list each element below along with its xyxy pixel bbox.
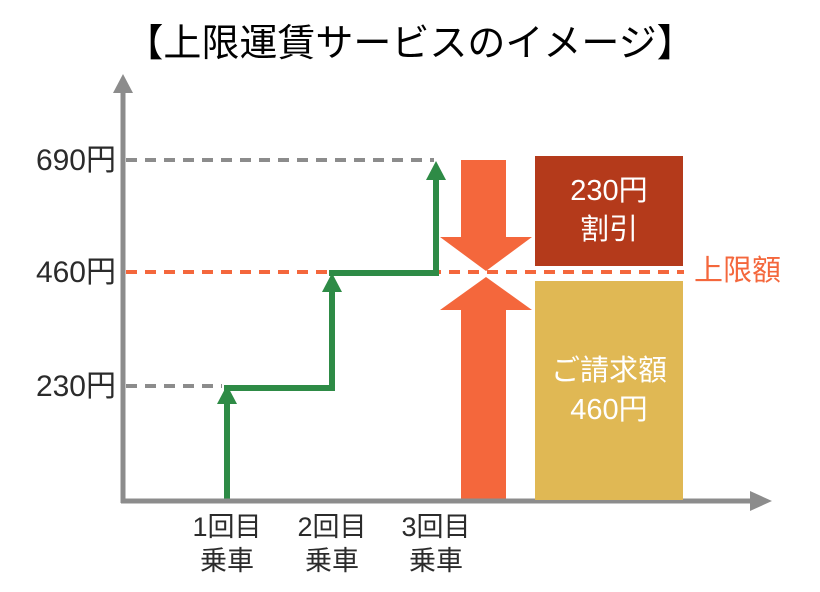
discount-box: 230円 割引 [535, 156, 683, 266]
fare-step-arrowhead-1-icon [217, 385, 237, 404]
fare-step-arrowhead-2-icon [322, 273, 342, 292]
y-tick-230: 230円 [35, 370, 116, 403]
x-tick-ride-2-line1: 2回目 [297, 512, 367, 542]
y-axis-arrowhead-icon [113, 74, 133, 93]
x-tick-ride-2: 2回目 乗車 [272, 510, 392, 578]
billing-box: ご請求額 460円 [535, 281, 683, 500]
x-tick-ride-1-line1: 1回目 [192, 512, 262, 542]
page-title: 【上限運賃サービスのイメージ】 [125, 23, 695, 65]
x-tick-ride-2-line2: 乗車 [305, 546, 359, 576]
y-tick-460: 460円 [35, 256, 116, 289]
x-tick-ride-1: 1回目 乗車 [167, 510, 287, 578]
billing-box-amount: 460円 [570, 393, 648, 426]
cap-down-arrow-icon [440, 160, 532, 271]
fare-step-arrowhead-3-icon [426, 161, 446, 180]
fare-cap-label: 上限額 [694, 255, 782, 287]
cap-up-arrow-icon [440, 277, 532, 501]
billing-box-caption: ご請求額 [550, 354, 667, 387]
x-axis-arrowhead-icon [750, 491, 772, 511]
x-tick-ride-3-line2: 乗車 [409, 546, 463, 576]
y-tick-690: 690円 [35, 144, 116, 177]
discount-box-amount: 230円 [570, 175, 648, 207]
x-tick-ride-1-line2: 乗車 [200, 546, 254, 576]
x-tick-ride-3: 3回目 乗車 [376, 510, 496, 578]
discount-box-caption: 割引 [579, 214, 638, 246]
x-tick-ride-3-line1: 3回目 [401, 512, 471, 542]
